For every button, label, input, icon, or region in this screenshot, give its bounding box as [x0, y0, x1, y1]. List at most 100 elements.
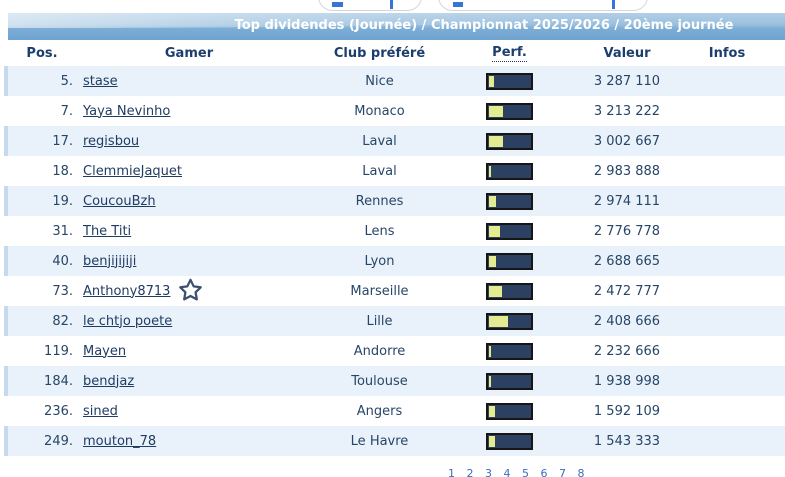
rank-cell: 18.: [6, 156, 78, 186]
perf-bar: [486, 132, 533, 150]
gamer-link[interactable]: regisbou: [83, 133, 140, 149]
filler-cell: [762, 336, 785, 366]
filler-cell: [762, 276, 785, 306]
top-button-right[interactable]: [438, 0, 648, 11]
valeur-cell: 1 592 109: [562, 396, 692, 426]
gamer-link[interactable]: le chtjo poete: [83, 313, 173, 329]
valeur-cell: 2 974 111: [562, 186, 692, 216]
club-cell: Monaco: [302, 96, 457, 126]
table-row: 18. ClemmieJaquet Laval 2 983 888: [6, 156, 785, 186]
valeur-cell: 2 983 888: [562, 156, 692, 186]
gamer-cell: The Titi: [78, 216, 302, 246]
club-cell: Lille: [302, 306, 457, 336]
perf-bar: [486, 342, 533, 360]
page-title: Top dividendes (Journée) / Championnat 2…: [234, 18, 734, 33]
gamer-cell: le chtjo poete: [78, 306, 302, 336]
perf-bar: [486, 72, 533, 90]
perf-bar: [486, 222, 533, 240]
club-cell: Laval: [302, 156, 457, 186]
gamer-link[interactable]: Anthony8713: [83, 283, 171, 299]
column-header-filler: [762, 40, 785, 66]
perf-cell: [457, 126, 562, 156]
rank-cell: 236.: [6, 396, 78, 426]
gamer-link[interactable]: benjijijiji: [83, 253, 137, 269]
table-title-bar: Top dividendes (Journée) / Championnat 2…: [8, 13, 785, 40]
perf-fill: [489, 255, 496, 267]
filler-cell: [762, 186, 785, 216]
perf-cell: [457, 96, 562, 126]
gamer-link[interactable]: bendjaz: [83, 373, 135, 389]
table-row: 17. regisbou Laval 3 002 667: [4, 126, 785, 156]
gamer-cell: sined: [78, 396, 302, 426]
infos-cell: [692, 276, 762, 306]
rank-cell: 19.: [4, 186, 78, 216]
top-button-left[interactable]: [318, 0, 422, 11]
gamer-cell: CoucouBzh: [78, 186, 302, 216]
gamer-link[interactable]: CoucouBzh: [83, 193, 156, 209]
club-cell: Angers: [302, 396, 457, 426]
filler-cell: [762, 156, 785, 186]
infos-cell: [692, 366, 762, 396]
club-cell: Le Havre: [302, 426, 457, 456]
perf-cell: [457, 336, 562, 366]
table-row: 184. bendjaz Toulouse 1 938 998: [4, 366, 785, 396]
table-row: 73. Anthony8713 Marseille 2 472 777: [6, 276, 785, 306]
perf-cell: [457, 216, 562, 246]
club-cell: Marseille: [302, 276, 457, 306]
perf-bar: [486, 192, 533, 210]
gamer-link[interactable]: Mayen: [83, 343, 127, 359]
filler-cell: [762, 366, 785, 396]
column-header-perf: Perf.: [457, 40, 562, 66]
rank-cell: 5.: [4, 66, 78, 96]
pagination[interactable]: 1 2 3 4 5 6 7 8: [448, 467, 589, 477]
gamer-link[interactable]: Yaya Nevinho: [83, 103, 171, 119]
perf-sort-link[interactable]: Perf.: [492, 44, 527, 62]
club-cell: Rennes: [302, 186, 457, 216]
perf-cell: [457, 186, 562, 216]
perf-bar: [486, 162, 533, 180]
table-row: 82. le chtjo poete Lille 2 408 666: [4, 306, 785, 336]
club-cell: Lens: [302, 216, 457, 246]
gamer-cell: Yaya Nevinho: [78, 96, 302, 126]
club-cell: Andorre: [302, 336, 457, 366]
leaderboard-table: Pos. Gamer Club préféré Perf. Valeur Inf…: [4, 40, 785, 456]
leaderboard-table-wrap: Pos. Gamer Club préféré Perf. Valeur Inf…: [4, 40, 785, 456]
table-row: 7. Yaya Nevinho Monaco 3 213 222: [6, 96, 785, 126]
rank-cell: 17.: [4, 126, 78, 156]
perf-cell: [457, 306, 562, 336]
gamer-link[interactable]: The Titi: [83, 223, 132, 239]
perf-bar: [486, 432, 533, 450]
rank-cell: 7.: [6, 96, 78, 126]
rank-cell: 73.: [6, 276, 78, 306]
cropped-text-fragment: [390, 0, 393, 9]
cropped-icon-fragment: [453, 2, 463, 7]
valeur-cell: 2 408 666: [562, 306, 692, 336]
perf-cell: [457, 276, 562, 306]
gamer-link[interactable]: ClemmieJaquet: [83, 163, 183, 179]
filler-cell: [762, 396, 785, 426]
rank-cell: 82.: [4, 306, 78, 336]
table-row: 236. sined Angers 1 592 109: [6, 396, 785, 426]
star-icon[interactable]: [177, 277, 204, 303]
club-cell: Lyon: [302, 246, 457, 276]
gamer-link[interactable]: sined: [83, 403, 118, 419]
filler-cell: [762, 246, 785, 276]
perf-fill: [489, 195, 497, 207]
infos-cell: [692, 336, 762, 366]
club-cell: Nice: [302, 66, 457, 96]
table-row: 31. The Titi Lens 2 776 778: [6, 216, 785, 246]
gamer-cell: ClemmieJaquet: [78, 156, 302, 186]
infos-cell: [692, 246, 762, 276]
valeur-cell: 2 776 778: [562, 216, 692, 246]
infos-cell: [692, 96, 762, 126]
gamer-link[interactable]: stase: [83, 73, 118, 89]
gamer-cell: bendjaz: [78, 366, 302, 396]
infos-cell: [692, 426, 762, 456]
valeur-cell: 1 543 333: [562, 426, 692, 456]
cropped-icon-fragment: [332, 2, 343, 7]
cropped-text-fragment: [612, 0, 615, 9]
rank-cell: 119.: [6, 336, 78, 366]
table-row: 119. Mayen Andorre 2 232 666: [6, 336, 785, 366]
perf-bar: [486, 252, 533, 270]
gamer-link[interactable]: mouton_78: [83, 433, 157, 449]
